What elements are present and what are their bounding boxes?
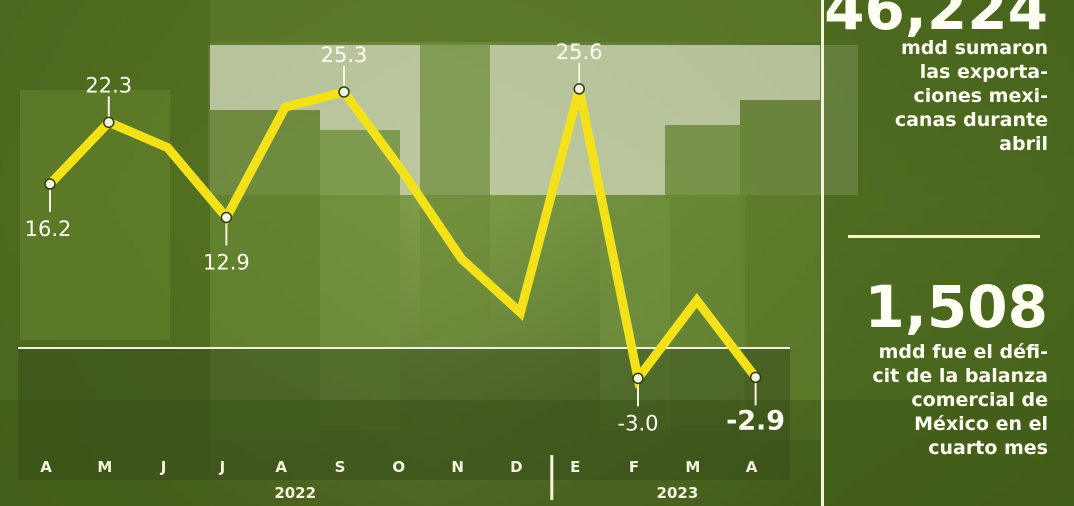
data-point-marker (103, 116, 115, 129)
x-tick-label: S (335, 458, 346, 476)
x-tick-label: J (160, 458, 167, 476)
exports-value: 46,224 (824, 0, 1048, 43)
x-tick-label: M (97, 458, 112, 476)
data-point-marker (338, 86, 350, 98)
data-point-marker (573, 83, 585, 95)
x-tick-label: J (219, 458, 226, 476)
data-label: 22.3 (85, 73, 132, 97)
year-label: 2023 (657, 484, 699, 502)
year-label: 2022 (274, 484, 316, 502)
data-label: 16.2 (25, 217, 72, 241)
negative-region-band (18, 348, 790, 480)
x-tick-label: M (685, 458, 700, 476)
data-point-marker (632, 372, 644, 385)
data-point-marker (749, 371, 762, 384)
deficit-value: 1,508 (864, 273, 1048, 341)
x-tick-label: E (570, 458, 580, 476)
data-label: 12.9 (203, 250, 250, 274)
series-line (46, 86, 760, 390)
data-label: -3.0 (618, 411, 659, 435)
exports-description: mdd sumaron las exporta- ciones mexi- ca… (894, 37, 1048, 155)
x-tick-label: A (746, 458, 758, 476)
data-label: -2.9 (726, 405, 785, 436)
x-tick-label: A (40, 458, 52, 476)
x-tick-label: O (392, 458, 405, 476)
data-point-marker (220, 211, 233, 224)
x-tick-label: A (275, 458, 287, 476)
deficit-description: mdd fue el défi- cit de la balanza comer… (872, 341, 1048, 459)
data-point-marker (44, 178, 56, 190)
data-label: 25.6 (556, 40, 603, 64)
x-tick-label: D (510, 458, 522, 476)
x-tick-label: N (451, 458, 464, 476)
x-tick-label: F (629, 458, 639, 476)
data-label: 25.3 (321, 43, 368, 67)
